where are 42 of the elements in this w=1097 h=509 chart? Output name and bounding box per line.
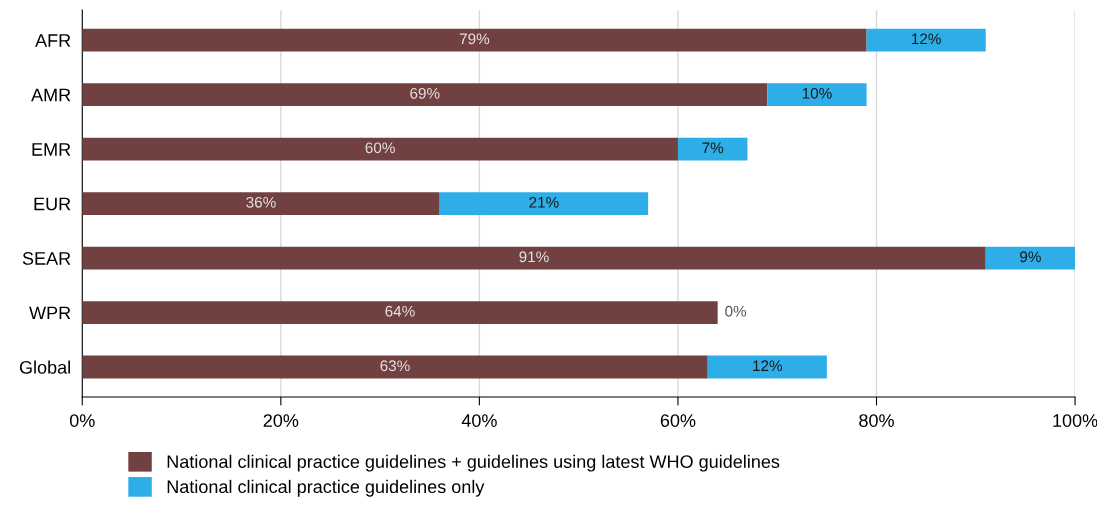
x-tick-label: 60%: [660, 414, 696, 427]
data-label: 12%: [753, 360, 783, 372]
x-tick-label: 0%: [69, 414, 95, 427]
data-label: 12%: [912, 33, 941, 45]
x-tick-label: 100%: [1053, 414, 1097, 427]
y-tick-label: Global: [19, 360, 70, 374]
data-label: 69%: [410, 87, 440, 99]
data-label: 79%: [459, 33, 490, 45]
bar: [82, 83, 768, 107]
data-label: 10%: [802, 87, 832, 99]
bar: [677, 137, 748, 161]
y-tick-label: EMR: [32, 143, 71, 156]
data-label: 91%: [519, 251, 549, 263]
data-label: 21%: [529, 196, 559, 208]
x-tick-label: 80%: [859, 414, 894, 427]
bar: [82, 28, 867, 52]
y-tick-label: SEAR: [22, 252, 71, 265]
x-tick-label: 20%: [263, 414, 299, 427]
data-label: 7%: [702, 142, 724, 154]
data-label: 0%: [725, 305, 747, 317]
y-tick-label: WPR: [29, 306, 71, 320]
data-label: 60%: [365, 142, 395, 154]
x-tick-label: 40%: [461, 414, 497, 427]
legend-label: National clinical practice guidelines + guidelines using latest WHO guidelines: [167, 454, 780, 472]
bar: [866, 28, 986, 52]
bar: [439, 192, 649, 216]
bar: [767, 83, 867, 107]
bar: [82, 137, 678, 161]
data-label: 63%: [380, 360, 410, 372]
y-tick-label: AMR: [31, 88, 71, 102]
data-label: 9%: [1020, 251, 1041, 263]
bar: [82, 355, 708, 379]
bar: [707, 355, 827, 379]
bar: [82, 301, 718, 325]
y-tick-label: AFR: [35, 34, 71, 47]
data-label: 64%: [385, 305, 415, 317]
bar: [82, 246, 986, 270]
legend-label: National clinical practice guidelines only: [167, 479, 485, 497]
data-label: 36%: [246, 196, 276, 208]
bar: [985, 246, 1076, 270]
y-tick-label: EUR: [34, 197, 71, 211]
bar: [82, 192, 440, 216]
